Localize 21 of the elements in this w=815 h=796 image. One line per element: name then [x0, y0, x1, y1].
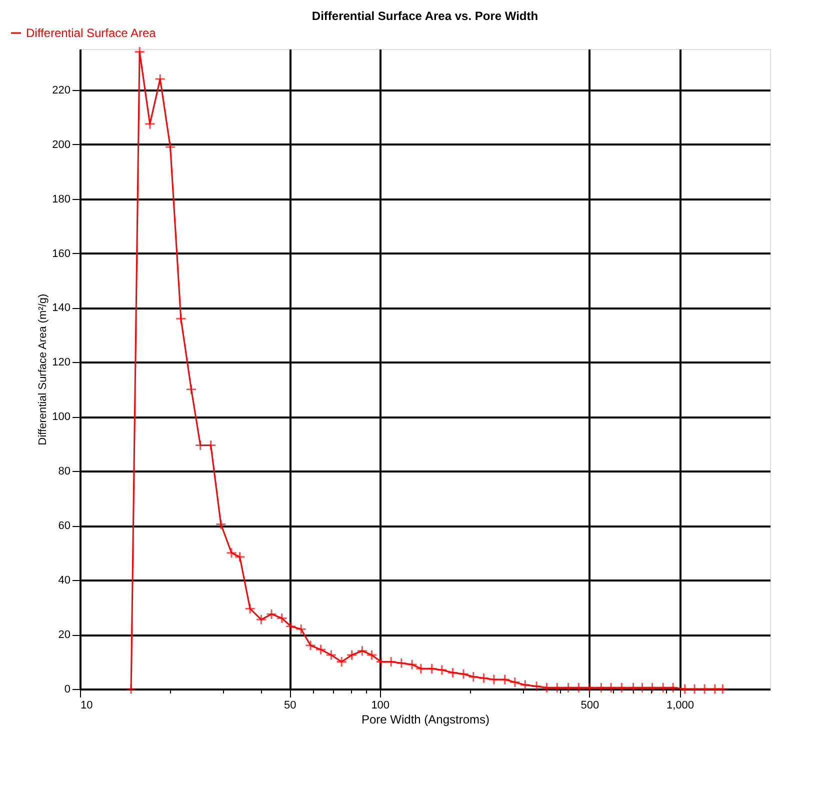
x-tick-label: 500	[580, 700, 600, 712]
y-tick-label: 220	[52, 84, 70, 96]
x-tick-label: 1,000	[666, 700, 694, 712]
y-tick-label: 0	[64, 684, 70, 696]
y-tick-label: 140	[52, 302, 70, 314]
chart-title: Differential Surface Area vs. Pore Width	[312, 9, 538, 23]
y-tick-label: 100	[52, 411, 70, 424]
y-tick-label: 80	[58, 466, 70, 478]
y-tick-label: 180	[52, 193, 70, 206]
legend-label: Differential Surface Area	[26, 26, 156, 40]
y-tick-label: 60	[58, 520, 70, 532]
y-axis-title: Differential Surface Area (m²/g)	[37, 294, 50, 446]
x-tick-label: 50	[284, 700, 296, 712]
y-tick-label: 40	[58, 574, 70, 587]
y-tick-label: 200	[52, 138, 70, 151]
y-tick-label: 20	[58, 629, 70, 642]
x-axis-title: Pore Width (Angstroms)	[361, 712, 490, 726]
x-tick-label: 10	[80, 700, 93, 712]
y-tick-label: 120	[52, 356, 70, 369]
x-tick-label: 100	[371, 700, 390, 712]
y-tick-label: 160	[52, 248, 70, 260]
